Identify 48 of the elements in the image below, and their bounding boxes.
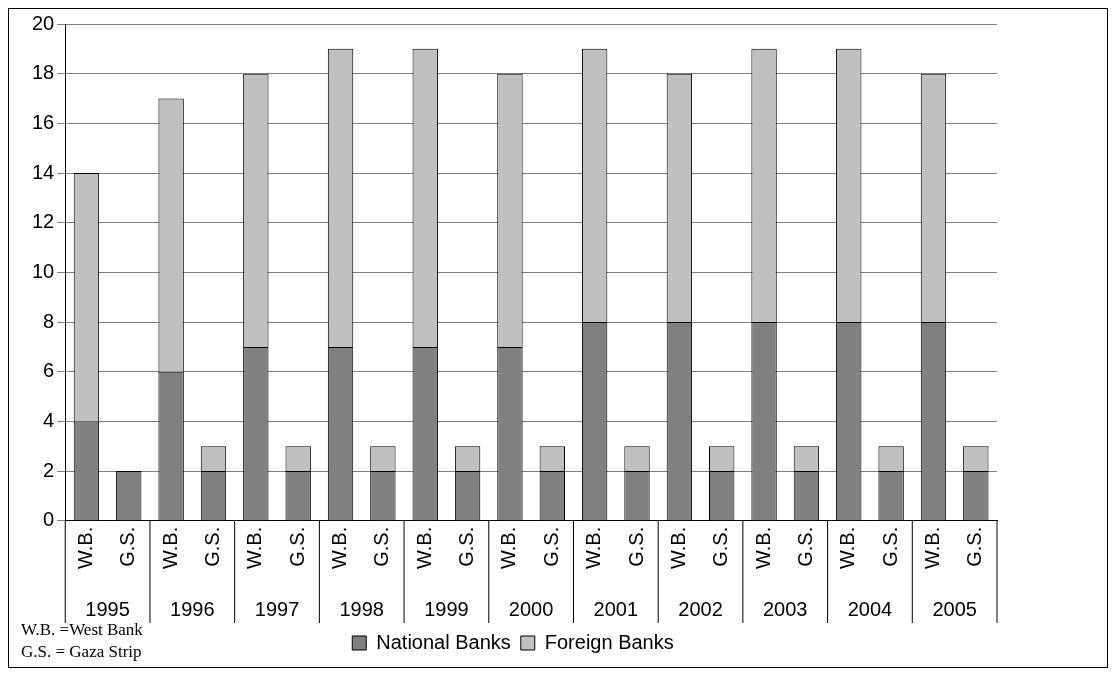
y-tick-label: 20 xyxy=(32,11,55,34)
x-tick-label: W.B. xyxy=(73,526,96,570)
text: 2003 xyxy=(762,598,808,621)
y-tick-label: 2 xyxy=(43,458,55,481)
x-tick-label: W.B. xyxy=(243,526,266,570)
x-tick-label: W.B. xyxy=(751,526,774,570)
text: G.S. = Gaza Strip xyxy=(21,642,142,662)
legend-label: National Banks xyxy=(376,630,511,653)
x-tick-label: G.S. xyxy=(539,526,562,567)
x-tick-label: G.S. xyxy=(285,526,308,567)
text: 1999 xyxy=(424,598,469,621)
y-tick-label: 8 xyxy=(43,309,55,332)
text: 2005 xyxy=(932,598,977,621)
text: 2001 xyxy=(593,598,639,621)
x-tick-label: W.B. xyxy=(920,526,943,570)
x-tick-label: W.B. xyxy=(158,526,181,570)
text: 1998 xyxy=(339,598,384,621)
y-tick-label: 12 xyxy=(32,210,55,233)
x-tick-label: G.S. xyxy=(624,526,647,567)
x-tick-label: G.S. xyxy=(793,526,816,567)
y-tick-label: 0 xyxy=(43,508,55,531)
x-tick-label: G.S. xyxy=(116,526,139,567)
text: 2004 xyxy=(847,598,893,621)
x-tick-label: W.B. xyxy=(328,526,351,570)
x-tick-label: W.B. xyxy=(582,526,605,570)
y-tick-label: 10 xyxy=(32,259,55,282)
x-tick-label: G.S. xyxy=(201,526,223,567)
text: 2002 xyxy=(678,598,723,621)
x-tick-label: G.S. xyxy=(709,526,732,567)
y-tick-label: 14 xyxy=(32,160,55,183)
x-tick-label: W.B. xyxy=(836,526,859,570)
y-tick-label: 4 xyxy=(43,408,55,431)
x-tick-label: G.S. xyxy=(370,526,393,567)
x-tick-label: G.S. xyxy=(878,526,901,567)
text: 1997 xyxy=(254,598,300,621)
x-tick-label: W.B. xyxy=(497,526,520,570)
y-tick-label: 16 xyxy=(32,110,55,133)
text: 2000 xyxy=(508,598,554,621)
x-tick-label: W.B. xyxy=(412,526,435,570)
x-tick-label: W.B. xyxy=(666,526,689,570)
y-tick-label: 18 xyxy=(32,61,55,84)
legend-label: Foreign Banks xyxy=(544,630,674,653)
x-tick-label: G.S. xyxy=(963,526,986,567)
y-tick-label: 6 xyxy=(43,359,55,382)
text: 1995 xyxy=(85,598,130,621)
x-tick-label: G.S. xyxy=(455,526,478,567)
text: 1996 xyxy=(170,598,215,621)
text: W.B. =West Bank xyxy=(21,620,144,640)
